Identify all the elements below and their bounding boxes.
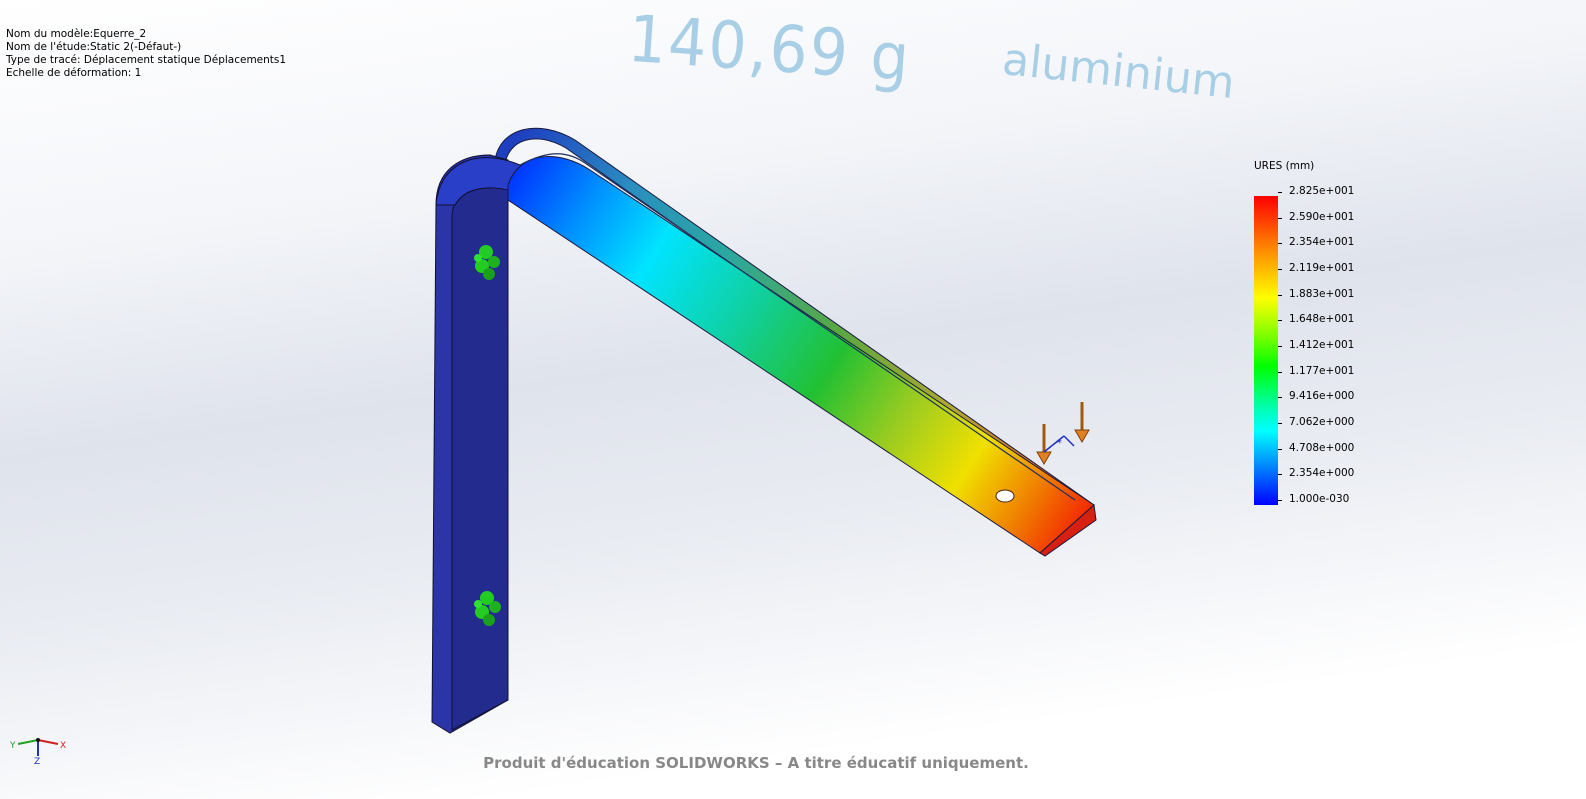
- legend-tick: [1278, 269, 1282, 270]
- legend-tick: [1278, 243, 1282, 245]
- legend-tick: [1278, 448, 1282, 450]
- fixture-symbol-top[interactable]: [474, 245, 500, 280]
- legend-tick-label: 1.883e+001: [1289, 287, 1355, 300]
- legend-tick-label: 4.708e+000: [1289, 441, 1355, 454]
- study-info-block: Nom du modèle:Equerre_2 Nom de l'étude:S…: [6, 28, 286, 80]
- bracket-channel-groove: [519, 153, 1076, 501]
- svg-text:*: *: [1057, 438, 1062, 449]
- triad-z-label: Z: [34, 757, 40, 766]
- legend-tick-label: 9.416e+000: [1289, 390, 1355, 403]
- legend-tick-label: 2.825e+001: [1289, 185, 1355, 197]
- legend-tick: [1278, 320, 1282, 322]
- reference-triad: X Y Z: [9, 738, 66, 766]
- triad-x-axis: [37, 739, 59, 745]
- deformation-scale-text: Echelle de déformation: 1: [6, 67, 142, 79]
- legend-tick: [1278, 474, 1282, 476]
- legend-tick: [1278, 371, 1282, 373]
- legend-colorbar[interactable]: [1254, 196, 1278, 505]
- legend-tick-label: 7.062e+000: [1289, 416, 1355, 428]
- legend-tick: [1278, 294, 1282, 296]
- legend-tick-label: 2.354e+001: [1289, 236, 1355, 249]
- legend-tick-label: 1.000e-030: [1289, 493, 1350, 505]
- legend-tick: [1278, 346, 1282, 347]
- legend-tick: [1278, 192, 1282, 193]
- legend-tick-label: 1.177e+001: [1289, 364, 1355, 377]
- load-arrow-2[interactable]: [1074, 402, 1090, 443]
- plot-type-text: Type de tracé: Déplacement statique Dépl…: [6, 54, 287, 66]
- bracket-hole: [995, 489, 1015, 503]
- legend-tick-label: 2.590e+001: [1289, 210, 1355, 223]
- legend-tick: [1278, 217, 1282, 219]
- legend-tick-label: 2.354e+000: [1289, 467, 1355, 480]
- study-name-text: Nom de l'étude:Static 2(-Défaut-): [6, 41, 182, 53]
- load-arrow-1[interactable]: [1036, 424, 1052, 465]
- triad-y-axis: [17, 739, 39, 745]
- legend-tick-label: 1.648e+001: [1289, 313, 1355, 326]
- model-name-text: Nom du modèle:Equerre_2: [6, 28, 147, 40]
- load-reference-icon: *: [1043, 435, 1075, 453]
- triad-x-label: X: [60, 741, 66, 751]
- legend-tick: [1278, 423, 1282, 424]
- education-watermark: Produit d'éducation SOLIDWORKS – A titre…: [483, 754, 1029, 772]
- legend-tick: [1278, 397, 1282, 399]
- legend-title: URES (mm): [1254, 160, 1315, 172]
- fixture-symbol-bottom[interactable]: [474, 591, 501, 626]
- bracket-end-face: [1039, 504, 1097, 557]
- legend-tick-label: 1.412e+001: [1289, 339, 1355, 351]
- legend-tick-label: 2.119e+001: [1289, 262, 1355, 274]
- legend-tick: [1278, 500, 1282, 501]
- triad-y-label: Y: [9, 741, 16, 751]
